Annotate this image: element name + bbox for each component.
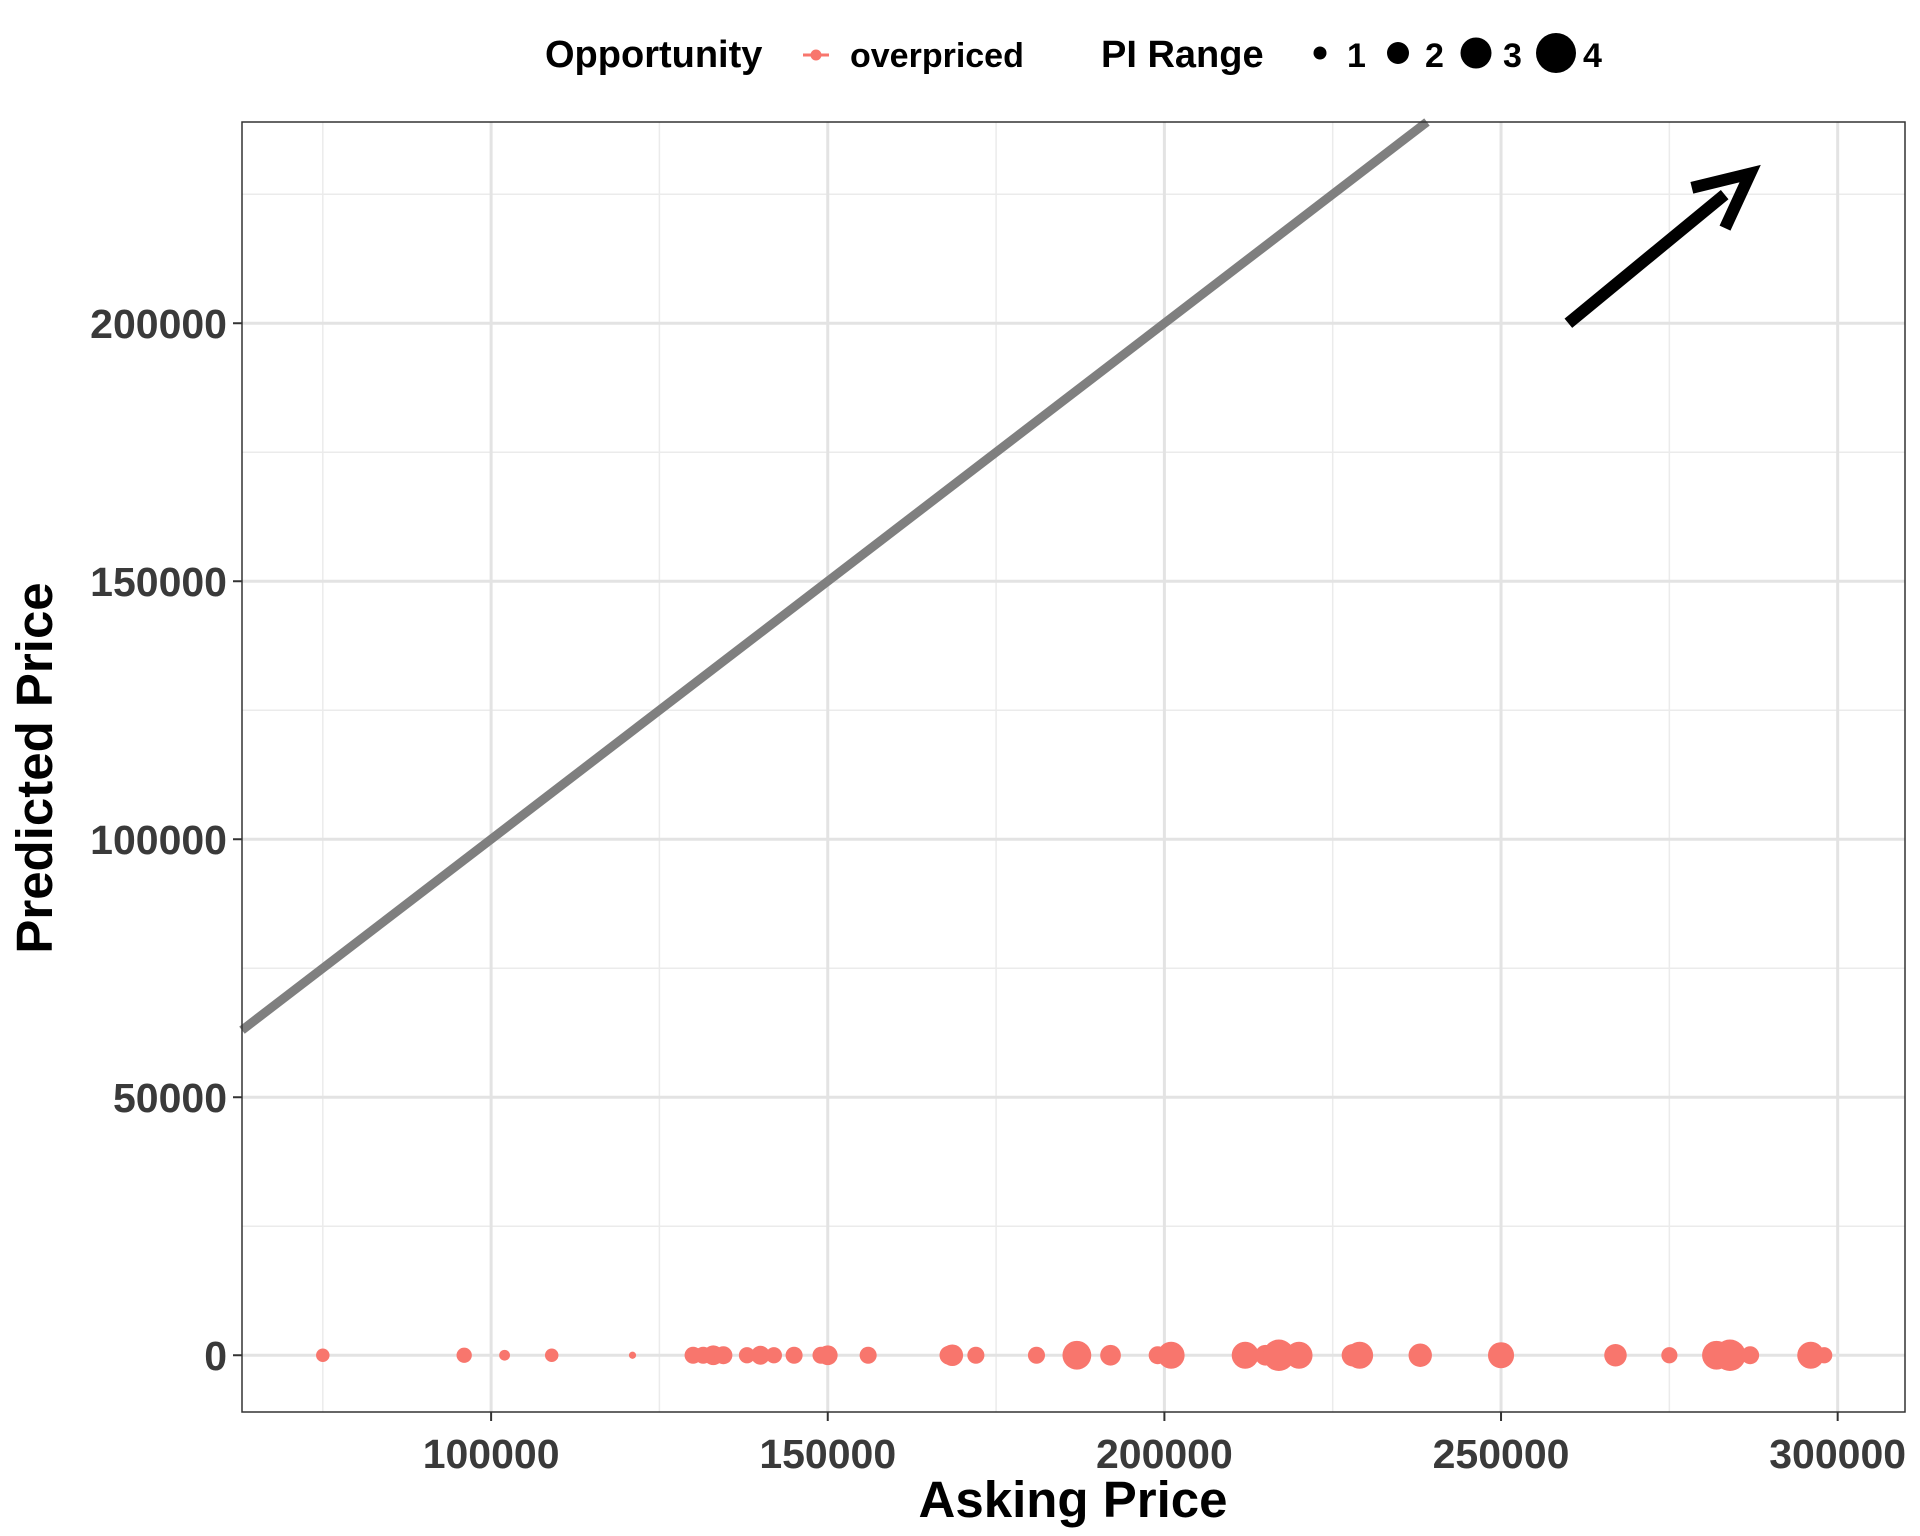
data-point <box>628 1351 637 1359</box>
legend-size-key-label: 2 <box>1425 37 1444 75</box>
y-axis-title: Predicted Price <box>6 582 63 953</box>
data-point <box>1797 1341 1825 1369</box>
arrow-head <box>1690 164 1761 231</box>
legend-size-key-dot <box>1460 37 1492 69</box>
data-point <box>1408 1343 1432 1367</box>
data-point <box>499 1349 510 1361</box>
data-point <box>785 1346 803 1364</box>
y-tick-label: 0 <box>204 1333 227 1379</box>
plot-panel <box>239 118 1906 1413</box>
legend-color-title: Opportunity <box>545 34 762 76</box>
legend-size-key-dot <box>1536 33 1576 73</box>
data-point <box>1263 1339 1295 1371</box>
data-point <box>1816 1347 1833 1364</box>
data-point <box>967 1346 985 1364</box>
data-point <box>750 1345 770 1365</box>
x-tick-label: 150000 <box>759 1431 896 1477</box>
legend: Opportunity overpriced PI Range 1 2 3 4 <box>545 33 1602 76</box>
data-point <box>1346 1341 1374 1369</box>
legend-size-key-label: 4 <box>1583 37 1602 75</box>
y-tick-label: 200000 <box>90 301 227 347</box>
annotation-arrow <box>1564 164 1761 328</box>
reference-line <box>239 118 1430 1034</box>
data-point <box>714 1346 733 1365</box>
legend-overpriced-key-dot <box>810 49 822 61</box>
data-points <box>316 1339 1833 1371</box>
y-tick-label: 100000 <box>90 817 227 863</box>
x-tick-label: 100000 <box>423 1431 560 1477</box>
data-point <box>1157 1341 1185 1369</box>
data-point <box>859 1346 877 1364</box>
data-point <box>1062 1340 1092 1370</box>
legend-size-key-dot <box>1313 46 1327 60</box>
data-point <box>1714 1339 1746 1371</box>
legend-size-title: PI Range <box>1101 34 1264 76</box>
arrow-shaft <box>1564 189 1729 328</box>
data-point <box>1100 1344 1121 1366</box>
data-point <box>817 1345 838 1366</box>
y-axis: 0 50000 100000 150000 200000 <box>90 301 242 1379</box>
data-point <box>1604 1343 1627 1367</box>
data-point <box>941 1344 964 1367</box>
x-axis-title: Asking Price <box>919 1471 1228 1528</box>
plot-panel-border <box>241 121 1906 1413</box>
data-point <box>765 1347 782 1364</box>
grid-minor <box>242 122 1905 1412</box>
legend-overpriced-label: overpriced <box>850 37 1024 75</box>
y-tick-label: 50000 <box>113 1075 227 1121</box>
data-point <box>1027 1346 1046 1364</box>
x-tick-label: 200000 <box>1096 1431 1233 1477</box>
data-point <box>544 1348 559 1362</box>
data-point <box>456 1347 472 1363</box>
y-tick-label: 150000 <box>90 559 227 605</box>
data-point <box>1741 1346 1760 1365</box>
legend-size-key-label: 1 <box>1347 37 1366 75</box>
x-tick-label: 300000 <box>1769 1431 1906 1477</box>
data-point <box>1285 1341 1313 1369</box>
legend-size-keys: 1 2 3 4 <box>1313 33 1602 75</box>
data-point <box>1487 1342 1515 1369</box>
legend-size-key-dot <box>1387 42 1409 64</box>
legend-size-key-label: 3 <box>1503 37 1522 75</box>
x-axis: 100000 150000 200000 250000 300000 <box>423 1412 1906 1477</box>
data-point <box>1231 1341 1259 1369</box>
grid-major <box>242 122 1905 1412</box>
data-point <box>316 1348 330 1362</box>
data-point <box>738 1347 756 1364</box>
data-point <box>1661 1347 1678 1364</box>
x-tick-label: 250000 <box>1433 1431 1570 1477</box>
